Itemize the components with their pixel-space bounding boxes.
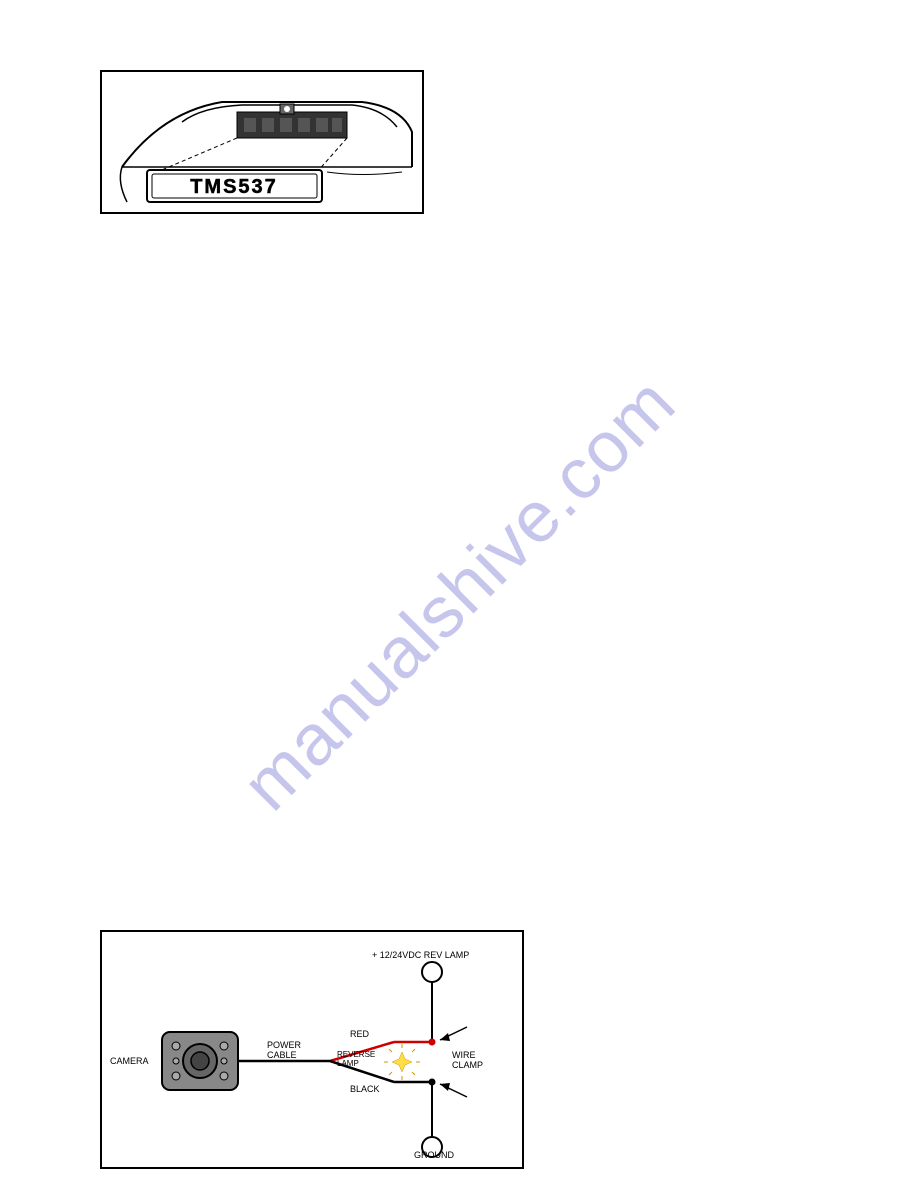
figure-wiring-diagram: + 12/24VDC REV LAMP GROUND CAMERA POWER … (100, 930, 524, 1169)
watermark-text: manualshive.com (227, 362, 692, 827)
label-bottom-terminal: GROUND (414, 1150, 454, 1160)
figure-vehicle-rear: TMS537 (100, 70, 424, 214)
license-plate-text: TMS537 (190, 176, 278, 198)
label-camera: CAMERA (110, 1056, 149, 1066)
label-black: BLACK (350, 1084, 380, 1094)
label-reverse-lamp: REVERSE LAMP (337, 1050, 375, 1068)
vehicle-illustration-svg: TMS537 (102, 72, 422, 212)
label-wire-clamp: WIRE CLAMP (452, 1050, 483, 1070)
page: manualshive.com TMS537 (0, 0, 918, 1188)
label-power-cable: POWER CABLE (267, 1040, 301, 1060)
label-top-terminal: + 12/24VDC REV LAMP (372, 950, 469, 960)
label-red: RED (350, 1029, 369, 1039)
